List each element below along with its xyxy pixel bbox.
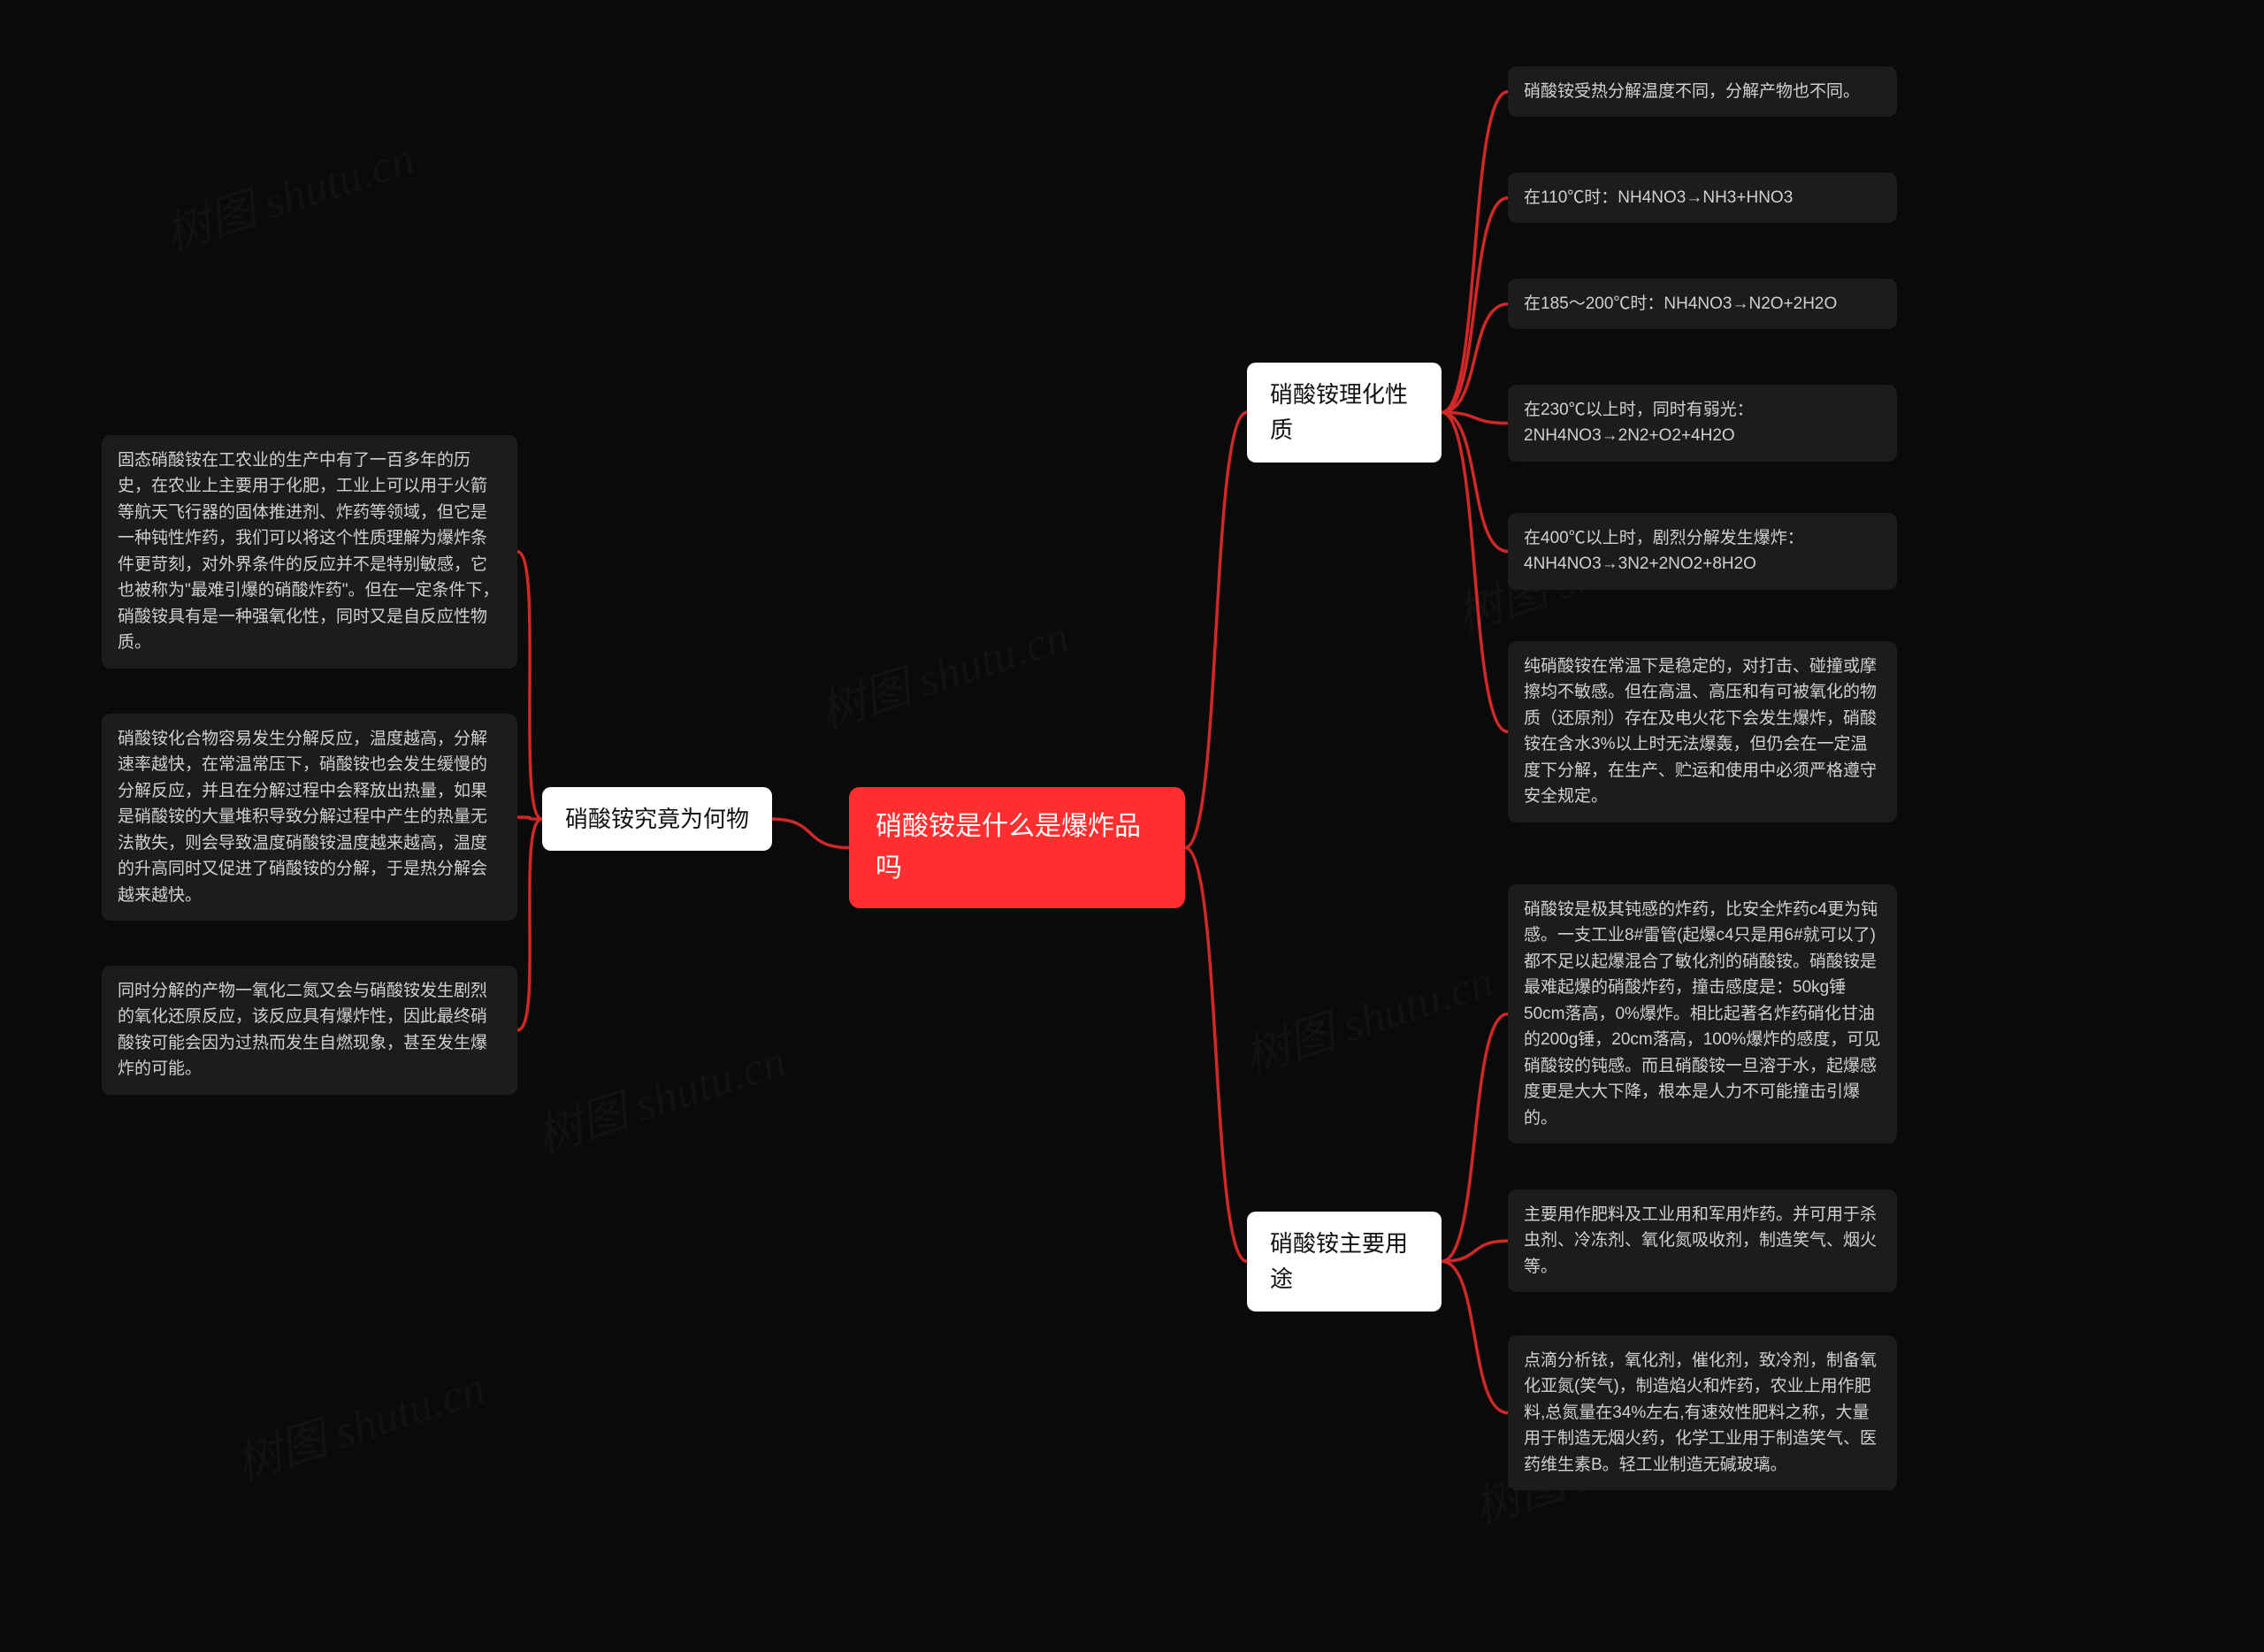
leaf-prop-3: 在230℃以上时，同时有弱光：2NH4NO3→2N2+O2+4H2O <box>1508 385 1897 462</box>
leaf-left-2: 同时分解的产物一氧化二氮又会与硝酸铵发生剧烈的氧化还原反应，该反应具有爆炸性，因… <box>102 966 517 1095</box>
leaf-use-0: 硝酸铵是极其钝感的炸药，比安全炸药c4更为钝感。一支工业8#雷管(起爆c4只是用… <box>1508 884 1897 1143</box>
watermark: 树图 shutu.cn <box>527 1023 793 1166</box>
watermark: 树图 shutu.cn <box>810 599 1076 741</box>
branch-left[interactable]: 硝酸铵究竟为何物 <box>542 787 772 851</box>
branch-right-uses[interactable]: 硝酸铵主要用途 <box>1247 1212 1442 1312</box>
leaf-left-1: 硝酸铵化合物容易发生分解反应，温度越高，分解速率越快，在常温常压下，硝酸铵也会发… <box>102 714 517 921</box>
watermark: 树图 shutu.cn <box>1235 944 1501 1086</box>
leaf-use-2: 点滴分析铱，氧化剂，催化剂，致冷剂，制备氧化亚氮(笑气)，制造焰火和炸药，农业上… <box>1508 1335 1897 1490</box>
leaf-use-1: 主要用作肥料及工业用和军用炸药。并可用于杀虫剂、冷冻剂、氧化氮吸收剂，制造笑气、… <box>1508 1189 1897 1292</box>
leaf-prop-2: 在185～200℃时：NH4NO3→N2O+2H2O <box>1508 279 1897 329</box>
branch-right-properties[interactable]: 硝酸铵理化性质 <box>1247 363 1442 463</box>
leaf-prop-5: 纯硝酸铵在常温下是稳定的，对打击、碰撞或摩擦均不敏感。但在高温、高压和有可被氧化… <box>1508 641 1897 822</box>
leaf-prop-4: 在400℃以上时，剧烈分解发生爆炸：4NH4NO3→3N2+2NO2+8H2O <box>1508 513 1897 590</box>
watermark: 树图 shutu.cn <box>156 121 422 264</box>
watermark: 树图 shutu.cn <box>226 1350 493 1493</box>
center-node[interactable]: 硝酸铵是什么是爆炸品吗 <box>849 787 1185 908</box>
leaf-prop-0: 硝酸铵受热分解温度不同，分解产物也不同。 <box>1508 66 1897 117</box>
leaf-prop-1: 在110℃时：NH4NO3→NH3+HNO3 <box>1508 172 1897 223</box>
leaf-left-0: 固态硝酸铵在工农业的生产中有了一百多年的历史，在农业上主要用于化肥，工业上可以用… <box>102 435 517 669</box>
